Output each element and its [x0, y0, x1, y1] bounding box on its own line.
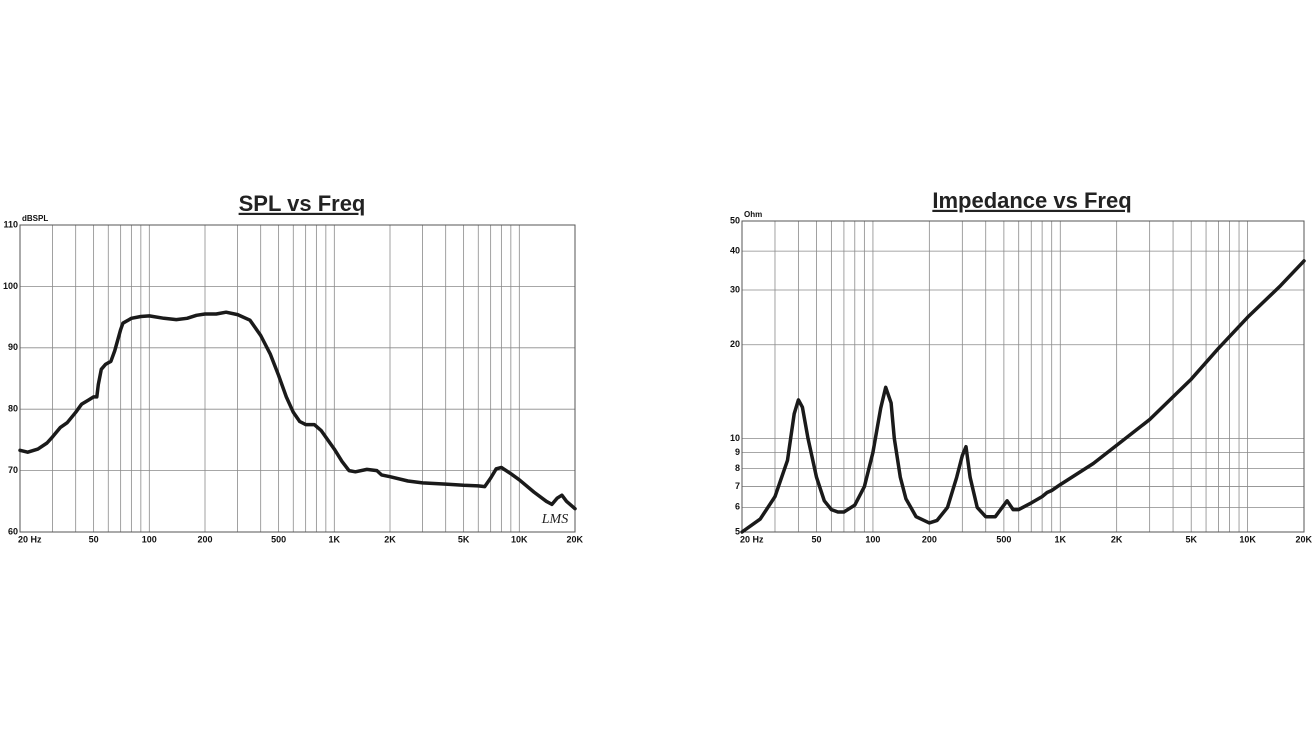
x-tick-label: 20K: [566, 534, 583, 544]
y-tick-label: 20: [730, 339, 740, 349]
x-tick-label: 50: [812, 534, 822, 544]
y-tick-label: 80: [8, 404, 18, 414]
x-tick-label: 100: [142, 534, 157, 544]
x-tick-label: 200: [197, 534, 212, 544]
y-tick-label: 110: [3, 219, 18, 229]
x-tick-label: 1K: [1055, 534, 1067, 544]
x-tick-label: 500: [996, 534, 1011, 544]
plot-frame: [741, 220, 1305, 533]
y-tick-label: 10: [730, 433, 740, 443]
y-tick-label: 90: [8, 342, 18, 352]
y-tick-label: 40: [730, 246, 740, 256]
y-tick-label: 5: [735, 526, 740, 536]
y-tick-label: 9: [735, 447, 740, 457]
chart-title: Impedance vs Freq: [932, 188, 1131, 213]
y-tick-label: 8: [735, 463, 740, 473]
x-tick-label: 20 Hz: [740, 534, 764, 544]
y-tick-label: 50: [730, 215, 740, 225]
x-tick-label: 2K: [1111, 534, 1123, 544]
data-line: [18, 310, 577, 511]
x-tick-label: 1K: [329, 534, 341, 544]
x-tick-label: 5K: [1185, 534, 1197, 544]
y-tick-label: 7: [735, 481, 740, 491]
y-tick-label: 6: [735, 502, 740, 512]
x-tick-label: 10K: [511, 534, 528, 544]
x-tick-label: 200: [922, 534, 937, 544]
x-tick-label: 2K: [384, 534, 396, 544]
y-unit-label: dBSPL: [22, 214, 48, 223]
y-tick-label: 30: [730, 284, 740, 294]
x-tick-label: 5K: [458, 534, 470, 544]
plot-frame: [19, 224, 576, 533]
y-tick-label: 100: [3, 281, 18, 291]
data-line: [740, 259, 1306, 534]
x-tick-label: 20K: [1295, 534, 1312, 544]
x-tick-label: 500: [271, 534, 286, 544]
x-tick-label: 10K: [1239, 534, 1256, 544]
chart-title: SPL vs Freq: [239, 191, 366, 216]
y-unit-label: Ohm: [744, 210, 762, 219]
x-tick-label: 100: [865, 534, 880, 544]
x-tick-label: 50: [89, 534, 99, 544]
y-tick-label: 70: [8, 465, 18, 475]
watermark: LMS: [541, 512, 568, 527]
y-tick-label: 60: [8, 526, 18, 536]
x-tick-label: 20 Hz: [18, 534, 42, 544]
